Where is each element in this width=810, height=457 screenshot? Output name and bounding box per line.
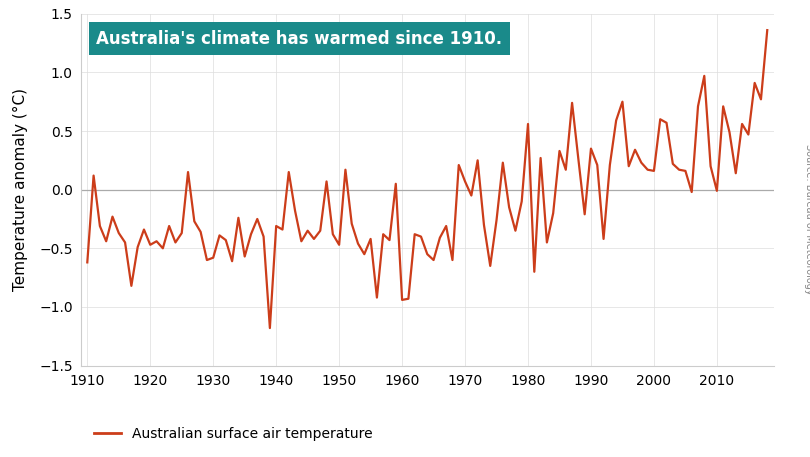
Text: Australia's climate has warmed since 1910.: Australia's climate has warmed since 191… bbox=[96, 30, 502, 48]
Legend: Australian surface air temperature: Australian surface air temperature bbox=[88, 421, 378, 446]
Y-axis label: Temperature anomaly (°C): Temperature anomaly (°C) bbox=[13, 88, 28, 291]
Text: Source: Bureau of Meteorology: Source: Bureau of Meteorology bbox=[804, 144, 810, 295]
